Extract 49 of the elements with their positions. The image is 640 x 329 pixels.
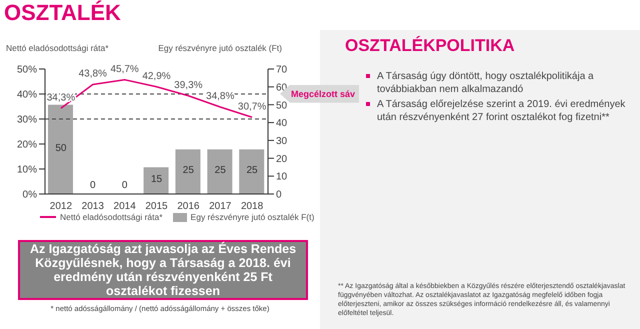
data-label: 39,3% xyxy=(174,80,203,91)
x-tick-label: 2014 xyxy=(114,201,136,212)
y2-tick-label: 40 xyxy=(276,118,288,130)
data-label: 50 xyxy=(54,142,68,155)
data-label: 43,8% xyxy=(78,68,108,80)
text: Az Igazgatóság azt javasolja az Éves Rendes Közgyűlésnek, hogy a Társaság a 2018. évi eredmény után részvényenként 25 Ft osztalékot fizessen xyxy=(18,240,308,300)
text: OSZTALÉKPOLITIKA xyxy=(345,36,515,56)
data-label: 42,9% xyxy=(142,70,171,82)
data-label: 25 xyxy=(214,164,227,177)
x-tick-label: 2018 xyxy=(240,201,264,212)
x-tick-label: 2017 xyxy=(209,201,232,212)
y-tick-label: 0% xyxy=(22,190,38,201)
ref-line-label: Megcélzott sáv xyxy=(291,88,356,99)
y2-tick-label: 50 xyxy=(276,100,288,112)
legend-label: Nettó eladósodottsági ráta* xyxy=(60,212,163,222)
y2-tick-label: 70 xyxy=(276,64,288,76)
legend-label: Egy részvényre jutó osztalék F(t) xyxy=(190,212,314,222)
bar xyxy=(175,149,200,194)
y-axis-title: Nettó eladósodottsági ráta* xyxy=(6,43,109,53)
y-tick-label: 40% xyxy=(16,90,38,101)
data-label: 0 xyxy=(89,180,97,192)
y-tick-label: 50% xyxy=(16,64,38,76)
x-tick-label: 2015 xyxy=(145,201,168,212)
bar xyxy=(239,149,264,194)
bar xyxy=(207,149,232,194)
text: A Társaság előrejelzése szerint a 2019. évi eredmények után részvényenként 27 forint osztalékot fog fizetni** xyxy=(377,98,626,124)
x-tick-label: 2012 xyxy=(50,201,72,212)
data-label: 30,7% xyxy=(238,101,266,112)
data-label: 15 xyxy=(150,174,164,186)
bar xyxy=(48,104,73,194)
y2-tick-label: 10 xyxy=(276,172,288,183)
y2-axis-title: Egy részvényre jutó osztalék (Ft) xyxy=(158,43,282,53)
x-tick-label: 2013 xyxy=(82,201,104,212)
data-label: 0 xyxy=(120,180,128,192)
y2-tick-label: 30 xyxy=(276,136,288,147)
chart-title: OSZTALÉK xyxy=(4,0,121,26)
text: A Társaság úgy döntött, hogy osztalékpolitikája a továbbiakban nem alkalmazandó xyxy=(377,70,595,96)
y2-tick-label: 20 xyxy=(276,154,288,165)
x-tick-label: 2016 xyxy=(177,201,200,212)
y-tick-label: 30% xyxy=(16,114,38,126)
data-label: 25 xyxy=(246,164,259,177)
y-tick-label: 10% xyxy=(16,164,38,176)
data-label: 45,7% xyxy=(110,64,139,75)
y-tick-label: 20% xyxy=(16,140,38,151)
y2-tick-label: 0 xyxy=(276,190,282,201)
bar xyxy=(144,167,169,194)
data-label: 34,8% xyxy=(206,91,234,102)
data-label: 25 xyxy=(182,164,195,177)
data-label: 34,3% xyxy=(46,92,76,104)
